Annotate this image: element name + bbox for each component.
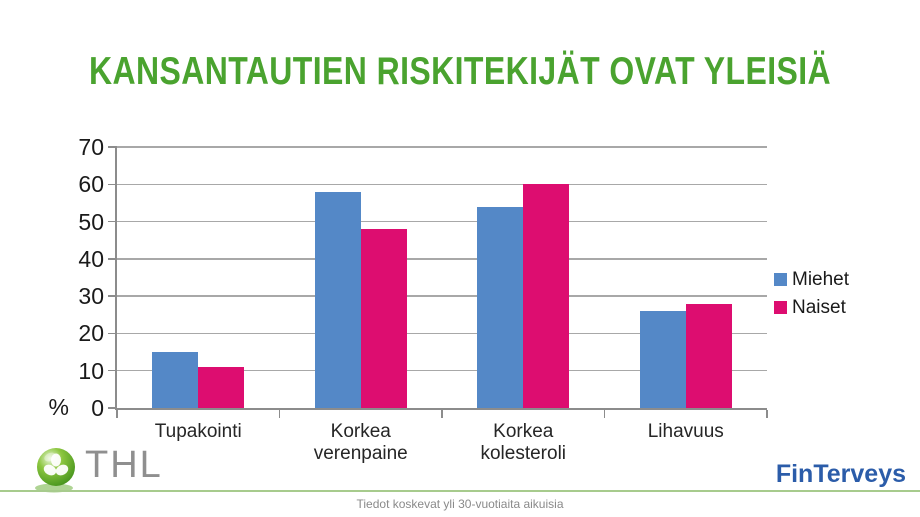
x-axis-tick-3 — [603, 410, 606, 418]
y-axis-tick-20 — [108, 332, 117, 335]
footer-divider-line — [0, 490, 920, 492]
y-axis-label-40: 40 — [78, 245, 104, 272]
y-axis-unit-label: % — [48, 394, 69, 420]
legend-label-naiset: Naiset — [792, 297, 846, 318]
thl-logo: THL — [34, 442, 163, 499]
x-axis-label-korkea-kolesteroli: Korkea kolesteroli — [480, 421, 567, 464]
x-axis-label-tupakointi: Tupakointi — [154, 421, 242, 442]
legend-label-miehet: Miehet — [792, 269, 850, 290]
bar-miehet-tupakointi — [152, 352, 199, 408]
x-axis-tick-2 — [441, 410, 443, 418]
gridline-20 — [117, 332, 767, 335]
gridline-40 — [117, 258, 767, 260]
y-axis-label-20: 20 — [78, 320, 104, 347]
thl-logo-text: THL — [85, 444, 163, 486]
gridline-60 — [117, 183, 767, 186]
legend-swatch-naiset — [774, 301, 787, 314]
x-axis-tick-0 — [116, 410, 118, 418]
x-axis-label-korkea-verenpaine: Korkea verenpaine — [313, 421, 408, 464]
x-axis-tick-1 — [278, 410, 281, 418]
y-axis-tick-70 — [108, 146, 117, 148]
y-axis-tick-50 — [108, 220, 117, 223]
y-axis-tick-40 — [108, 258, 117, 260]
bar-naiset-lihavuus — [685, 303, 732, 408]
y-axis-label-60: 60 — [78, 171, 104, 198]
bar-naiset-korkea-verenpaine — [360, 229, 407, 408]
y-axis-label-30: 30 — [78, 283, 104, 310]
x-axis-tick-4 — [766, 410, 768, 418]
gridline-70 — [117, 146, 767, 148]
y-axis-label-70: 70 — [78, 134, 104, 160]
chart-legend: Miehet Naiset — [774, 269, 849, 325]
gridline-30 — [117, 295, 767, 297]
gridline-10 — [117, 369, 767, 372]
bar-miehet-lihavuus — [639, 311, 686, 408]
thl-globe-icon — [34, 442, 80, 499]
legend-item-miehet: Miehet — [774, 269, 849, 290]
bar-miehet-korkea-kolesteroli — [477, 206, 524, 408]
legend-swatch-miehet — [774, 273, 787, 286]
y-axis-label-10: 10 — [78, 357, 104, 384]
bar-naiset-tupakointi — [198, 367, 245, 408]
bar-miehet-korkea-verenpaine — [314, 191, 361, 408]
y-axis-label-50: 50 — [78, 208, 104, 235]
y-axis-tick-0 — [108, 407, 117, 409]
x-axis-label-lihavuus: Lihavuus — [647, 421, 724, 442]
y-axis-tick-60 — [108, 183, 117, 186]
finterveys-logo: FinTerveys — [775, 460, 906, 488]
page-title: KANSANTAUTIEN RISKITEKIJÄT OVAT YLEISIÄ — [88, 50, 832, 93]
y-axis-tick-30 — [108, 295, 117, 297]
legend-item-naiset: Naiset — [774, 297, 849, 318]
y-axis-tick-10 — [108, 369, 117, 372]
footer-caption: Tiedot koskevat yli 30-vuotiaita aikuisi… — [356, 497, 564, 511]
gridline-50 — [117, 220, 767, 223]
y-axis-label-0: 0 — [91, 395, 104, 421]
bar-naiset-korkea-kolesteroli — [523, 184, 570, 408]
bar-chart-plot-area: 0 10 20 30 40 50 60 70% Tupakointi Korkea verenpai… — [49, 135, 768, 464]
